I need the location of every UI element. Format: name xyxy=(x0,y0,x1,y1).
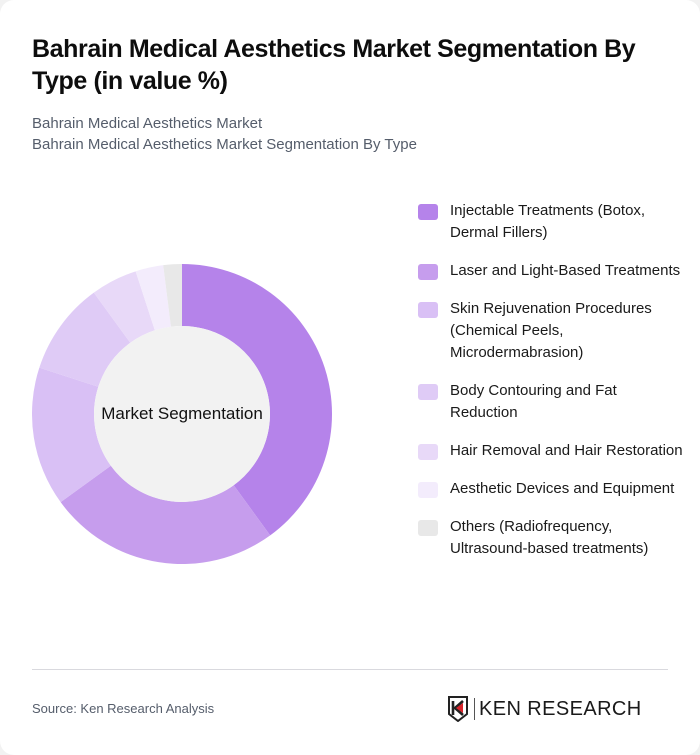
page-title: Bahrain Medical Aesthetics Market Segmen… xyxy=(32,35,636,95)
donut-slice[interactable] xyxy=(135,265,171,331)
logo-separator xyxy=(474,698,475,720)
donut-slice[interactable] xyxy=(32,367,111,503)
donut-slice[interactable] xyxy=(163,264,182,327)
legend-swatch xyxy=(418,520,438,536)
source-text: Source: Ken Research Analysis xyxy=(32,701,215,716)
ken-research-logo: KEN RESEARCH xyxy=(447,696,642,722)
donut-slice[interactable] xyxy=(39,292,131,387)
legend-item[interactable]: Laser and Light-Based Treatments xyxy=(418,260,688,282)
donut-slice[interactable] xyxy=(182,264,332,536)
donut-center-label: Market Segmentation xyxy=(101,404,263,423)
legend-label: Laser and Light-Based Treatments xyxy=(450,262,681,279)
donut-hole xyxy=(94,326,270,502)
subtitle: Bahrain Medical Aesthetics Market Bahrai… xyxy=(32,113,672,155)
subtitle-line-1: Bahrain Medical Aesthetics Market xyxy=(32,115,263,132)
legend-item[interactable]: Others (Radiofrequency, Ultrasound-based… xyxy=(418,516,688,560)
legend-label: Injectable Treatments (Botox, Dermal Fil… xyxy=(450,202,646,241)
legend-label: Skin Rejuvenation Procedures (Chemical P… xyxy=(450,300,652,361)
legend: Injectable Treatments (Botox, Dermal Fil… xyxy=(418,200,688,576)
legend-swatch xyxy=(418,264,438,280)
legend-swatch xyxy=(418,302,438,318)
donut-slice[interactable] xyxy=(93,271,155,343)
donut-chart: Market Segmentation xyxy=(32,264,332,564)
legend-swatch xyxy=(418,204,438,220)
legend-item[interactable]: Aesthetic Devices and Equipment xyxy=(418,478,688,500)
legend-item[interactable]: Body Contouring and Fat Reduction xyxy=(418,380,688,424)
legend-label: Hair Removal and Hair Restoration xyxy=(450,442,683,459)
legend-item[interactable]: Hair Removal and Hair Restoration xyxy=(418,440,688,462)
legend-swatch xyxy=(418,384,438,400)
legend-label: Others (Radiofrequency, Ultrasound-based… xyxy=(450,518,649,557)
logo-text: KEN RESEARCH xyxy=(479,697,642,720)
subtitle-line-2: Bahrain Medical Aesthetics Market Segmen… xyxy=(32,136,417,153)
footer-divider xyxy=(32,669,668,670)
legend-item[interactable]: Injectable Treatments (Botox, Dermal Fil… xyxy=(418,200,688,244)
ken-research-logo-icon xyxy=(448,696,468,722)
legend-label: Body Contouring and Fat Reduction xyxy=(450,382,617,421)
legend-label: Aesthetic Devices and Equipment xyxy=(450,480,675,497)
donut-chart-svg xyxy=(32,264,332,564)
donut-slice[interactable] xyxy=(60,465,271,564)
legend-swatch xyxy=(418,444,438,460)
legend-item[interactable]: Skin Rejuvenation Procedures (Chemical P… xyxy=(418,298,688,364)
legend-swatch xyxy=(418,482,438,498)
